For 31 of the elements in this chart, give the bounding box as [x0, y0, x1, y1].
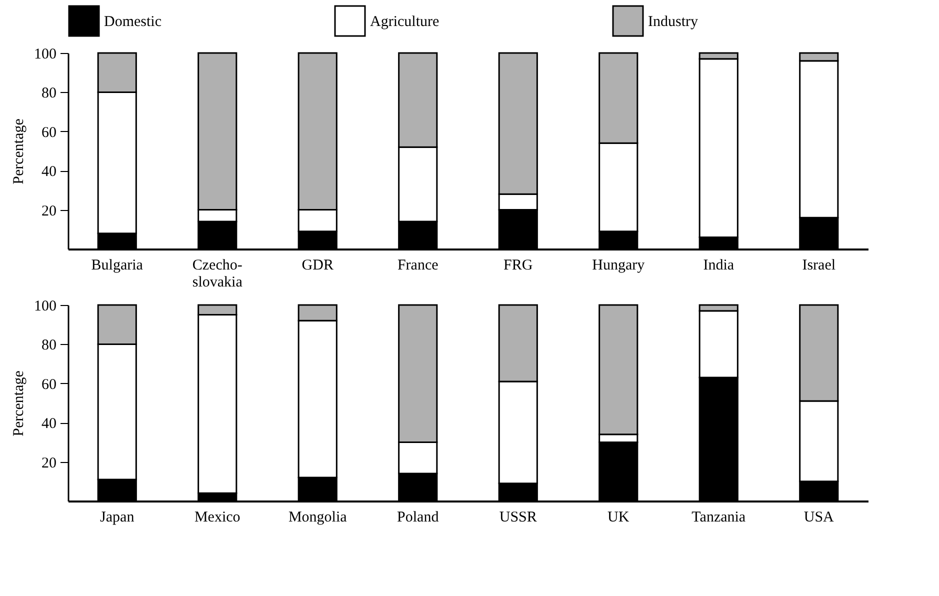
- y-axis-title: Percentage: [11, 118, 27, 184]
- legend-label: Domestic: [104, 14, 162, 30]
- x-tick-label: UK: [608, 510, 630, 526]
- x-tick-label: Mongolia: [288, 510, 348, 526]
- x-tick-label: France: [397, 258, 439, 274]
- y-tick-label: 80: [42, 338, 56, 354]
- x-tick-label: USSR: [499, 510, 537, 526]
- x-tick-label: FRG: [504, 258, 533, 274]
- y-tick-label: 100: [34, 46, 56, 62]
- legend-label: Agriculture: [370, 14, 440, 30]
- x-tick-label: Tanzania: [692, 510, 746, 526]
- x-tick-label: Czecho- slovakia: [192, 258, 243, 290]
- legend-label: Industry: [648, 14, 698, 30]
- y-tick-label: 20: [42, 455, 56, 472]
- y-tick-label: 100: [34, 298, 56, 314]
- y-tick-label: 40: [42, 416, 56, 432]
- x-tick-label: Bulgaria: [91, 258, 144, 274]
- y-tick-label: 80: [42, 86, 56, 102]
- x-tick-label: Hungary: [592, 258, 646, 274]
- x-tick-label: Mexico: [194, 510, 240, 526]
- y-tick-label: 20: [42, 203, 56, 220]
- y-tick-label: 60: [42, 376, 56, 393]
- y-tick-label: 60: [42, 124, 56, 141]
- x-tick-label: Poland: [397, 510, 440, 526]
- y-tick-label: 40: [42, 164, 56, 180]
- y-axis-title: Percentage: [11, 370, 27, 436]
- x-tick-label: USA: [804, 510, 834, 526]
- x-tick-label: India: [703, 258, 734, 274]
- x-tick-label: Japan: [100, 510, 135, 526]
- x-tick-label: GDR: [302, 258, 334, 274]
- x-tick-label: Israel: [802, 258, 836, 274]
